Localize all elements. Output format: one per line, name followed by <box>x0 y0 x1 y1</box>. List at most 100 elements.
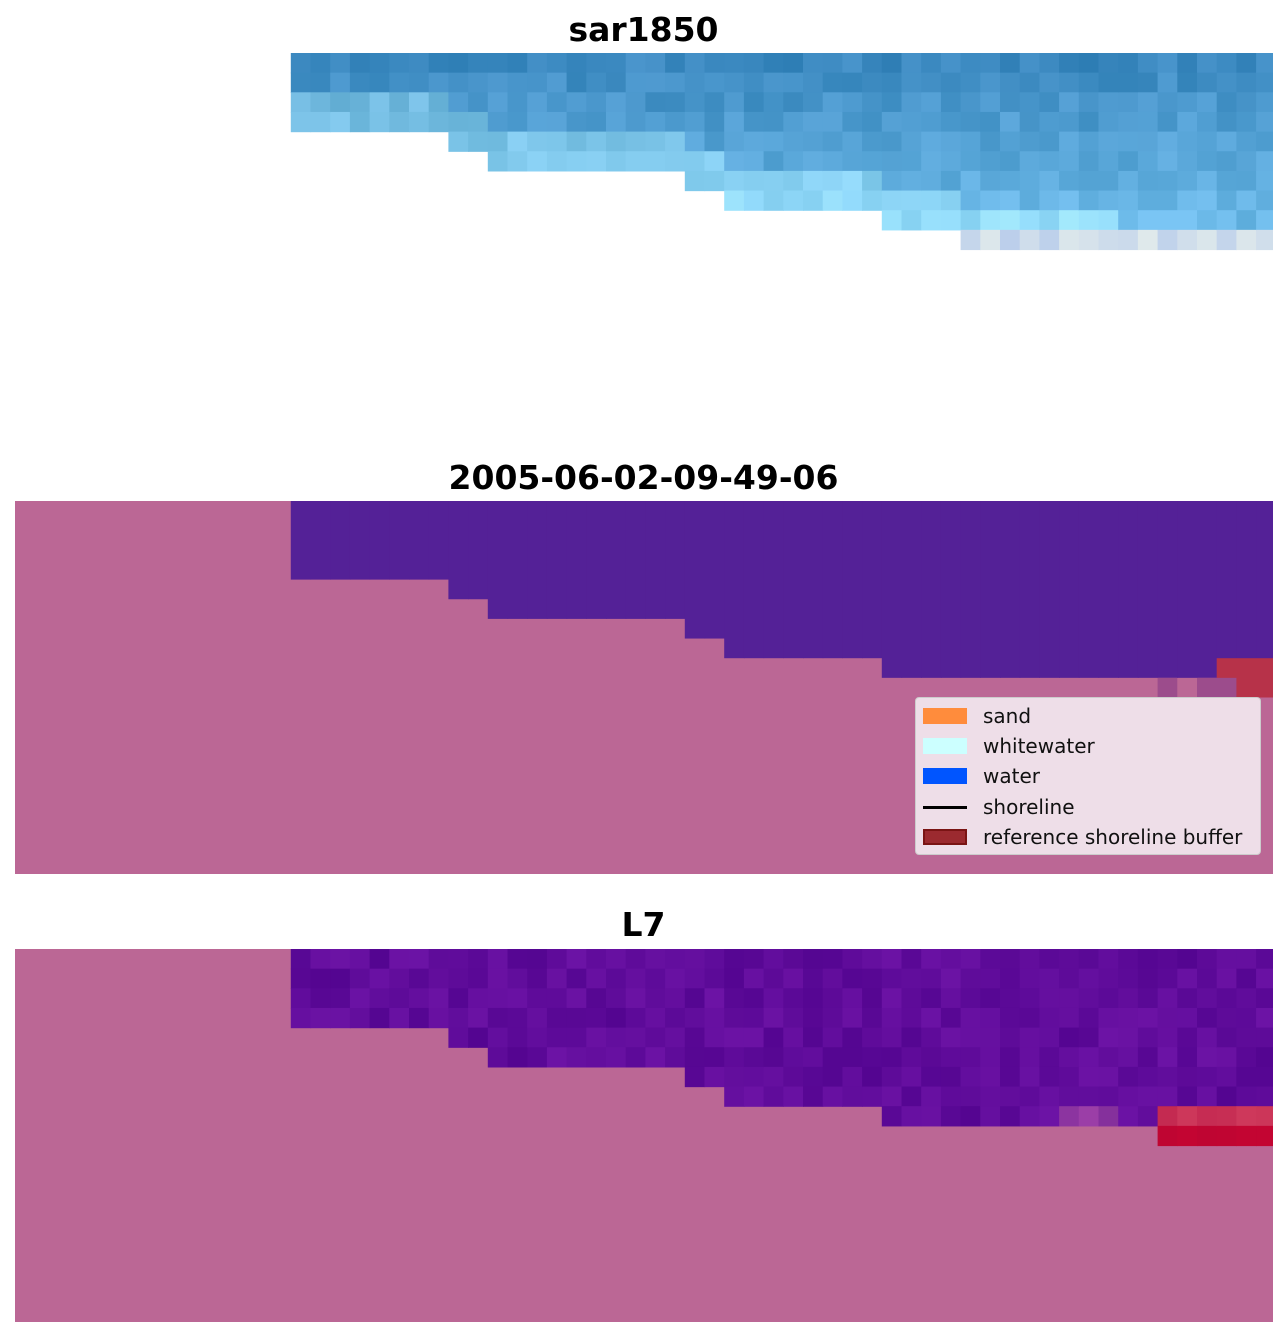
heatmap-cell <box>763 151 784 172</box>
heatmap-cell <box>1216 190 1237 211</box>
heatmap-cell <box>940 1066 962 1088</box>
heatmap-cell <box>665 111 686 133</box>
heatmap-cell <box>349 1007 371 1029</box>
heatmap-cell <box>803 151 824 172</box>
water-column <box>1098 501 1119 678</box>
heatmap-cell <box>566 968 587 989</box>
heatmap-cell <box>1197 1027 1218 1048</box>
heatmap-cell <box>1137 92 1159 113</box>
heatmap-cell <box>507 92 528 113</box>
heatmap-cell <box>1019 111 1040 133</box>
heatmap-cell <box>862 170 883 192</box>
heatmap-cell <box>901 949 922 970</box>
water-column <box>724 501 745 659</box>
heatmap-cell <box>684 131 706 152</box>
heatmap-cell <box>625 131 646 152</box>
heatmap-svg-l7 <box>15 949 1273 1322</box>
heatmap-cell <box>1059 131 1080 152</box>
heatmap-cell <box>586 1007 607 1029</box>
heatmap-cell <box>1000 170 1021 192</box>
heatmap-cell <box>487 1007 509 1029</box>
heatmap-cell <box>1059 72 1080 93</box>
heatmap-cell <box>468 53 489 74</box>
heatmap-cell <box>704 1066 725 1088</box>
heatmap-cell <box>1137 72 1159 93</box>
water-column <box>940 501 962 678</box>
heatmap-cell <box>960 988 981 1009</box>
water-column <box>684 501 706 639</box>
heatmap-cell <box>1098 1106 1119 1127</box>
heatmap-cell <box>1000 1007 1021 1029</box>
heatmap-cell <box>566 1027 587 1048</box>
heatmap-cell <box>665 988 686 1009</box>
heatmap-cell <box>606 131 627 152</box>
heatmap-cell <box>1118 151 1139 172</box>
heatmap-cell <box>409 111 430 133</box>
heatmap-cell <box>1236 949 1257 970</box>
water-column <box>606 501 627 619</box>
heatmap-cell <box>743 111 765 133</box>
heatmap-cell <box>1177 1007 1198 1029</box>
heatmap-cell <box>586 949 607 970</box>
heatmap-cell <box>842 1047 863 1068</box>
heatmap-cell <box>1137 190 1159 211</box>
heatmap-cell <box>1059 111 1080 133</box>
heatmap-cell <box>566 111 587 133</box>
heatmap-cell <box>507 1007 528 1029</box>
heatmap-cell <box>763 949 784 970</box>
heatmap-cell <box>389 111 410 133</box>
heatmap-cell <box>369 949 390 970</box>
heatmap-cell <box>803 53 824 74</box>
heatmap-cell <box>645 53 666 74</box>
heatmap-cell <box>1256 968 1273 989</box>
legend-label-water: water <box>983 764 1040 788</box>
heatmap-cell <box>822 151 843 172</box>
water-column <box>842 501 863 659</box>
heatmap-cell <box>684 968 706 989</box>
heatmap-cell <box>546 53 568 74</box>
heatmap-cell <box>803 170 824 192</box>
heatmap-cell <box>330 92 351 113</box>
heatmap-cell <box>940 1027 962 1048</box>
heatmap-cell <box>1177 131 1198 152</box>
heatmap-cell <box>881 53 903 74</box>
water-column <box>1000 501 1021 678</box>
heatmap-cell <box>704 151 725 172</box>
heatmap-cell <box>507 53 528 74</box>
heatmap-cell <box>862 92 883 113</box>
heatmap-cell <box>763 53 784 74</box>
heatmap-cell <box>330 968 351 989</box>
heatmap-panel-sar <box>15 53 1273 426</box>
heatmap-cell <box>1177 72 1198 93</box>
water-column <box>1118 501 1139 678</box>
heatmap-cell <box>842 190 863 211</box>
heatmap-cell <box>1256 111 1273 133</box>
heatmap-cell <box>862 131 883 152</box>
heatmap-cell <box>1177 151 1198 172</box>
heatmap-cell <box>1216 170 1237 192</box>
heatmap-cell <box>546 92 568 113</box>
heatmap-cell <box>1236 190 1257 211</box>
heatmap-cell <box>1216 1047 1237 1068</box>
heatmap-cell <box>389 92 410 113</box>
heatmap-cell <box>980 111 1001 133</box>
heatmap-cell <box>369 92 390 113</box>
heatmap-cell <box>901 92 922 113</box>
heatmap-cell <box>980 131 1001 152</box>
heatmap-cell <box>1078 111 1100 133</box>
heatmap-cell <box>862 1066 883 1088</box>
heatmap-cell <box>921 1027 942 1048</box>
water-column <box>980 501 1001 678</box>
heatmap-cell <box>921 988 942 1009</box>
heatmap-cell <box>1137 968 1159 989</box>
heatmap-cell <box>783 92 804 113</box>
heatmap-cell <box>1197 949 1218 970</box>
heatmap-cell <box>763 1027 784 1048</box>
heatmap-cell <box>1039 151 1060 172</box>
heatmap-cell <box>409 53 430 74</box>
heatmap-cell <box>428 53 449 74</box>
heatmap-cell <box>625 1007 646 1029</box>
heatmap-cell <box>1216 949 1237 970</box>
heatmap-cell <box>1216 92 1237 113</box>
heatmap-cell <box>803 1027 824 1048</box>
